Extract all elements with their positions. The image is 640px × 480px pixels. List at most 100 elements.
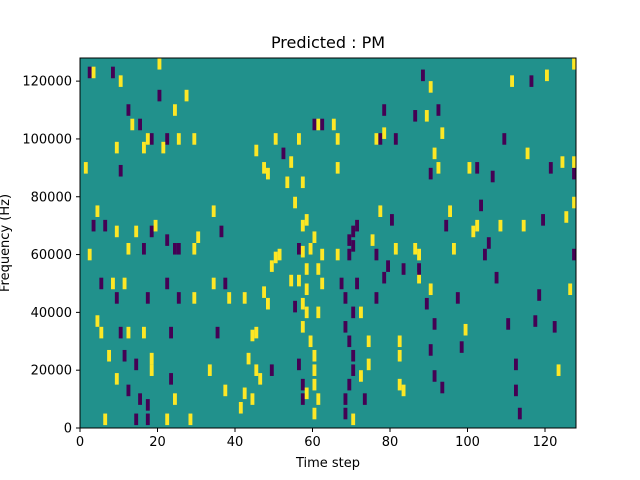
heatmap-cell-5 <box>157 89 162 102</box>
plot-background <box>80 58 576 428</box>
heatmap-cell-214 <box>517 407 522 420</box>
heatmap-cell-120 <box>281 147 286 160</box>
heatmap-cell-85 <box>266 297 270 310</box>
heatmap-cell-110 <box>297 243 301 255</box>
heatmap-cell-197 <box>459 341 464 353</box>
heatmap-cell-218 <box>533 315 538 327</box>
heatmap-cell-106 <box>304 214 309 226</box>
heatmap-cell-30 <box>211 205 216 217</box>
heatmap-cell-31 <box>219 225 224 238</box>
x-tick-label-4: 80 <box>382 435 399 450</box>
heatmap-cell-149 <box>351 306 356 319</box>
heatmap-cell-26 <box>149 225 154 238</box>
heatmap-cell-119 <box>289 156 294 168</box>
heatmap-cell-182 <box>428 344 433 356</box>
heatmap-cell-62 <box>169 373 173 385</box>
heatmap-cell-136 <box>347 248 352 261</box>
heatmap-cell-107 <box>293 196 297 209</box>
heatmap-cell-147 <box>355 219 359 232</box>
heatmap-cell-135 <box>343 292 348 304</box>
heatmap-cell-93 <box>304 306 309 319</box>
heatmap-cell-3 <box>118 75 123 87</box>
heatmap-cell-60 <box>149 352 154 365</box>
heatmap-cell-154 <box>351 413 356 426</box>
heatmap-cell-139 <box>351 225 356 238</box>
heatmap-cell-48 <box>192 292 197 304</box>
heatmap-cell-0 <box>87 66 92 79</box>
heatmap-cell-61 <box>149 364 154 376</box>
heatmap-cell-75 <box>238 401 243 414</box>
y-axis-label: Frequency (Hz) <box>0 194 13 292</box>
heatmap-cell-13 <box>145 133 150 145</box>
heatmap-cell-49 <box>223 277 228 290</box>
heatmap-cell-217 <box>529 75 534 87</box>
heatmap-cell-181 <box>428 283 433 296</box>
y-axis-ticks: 0 20000 40000 60000 80000 100000 120000 <box>22 75 80 437</box>
x-axis-ticks: 0 20 40 60 80 100 120 <box>76 428 557 450</box>
heatmap-cell-113 <box>293 300 297 313</box>
heatmap-cell-92 <box>300 297 305 310</box>
heatmap-cell-90 <box>297 274 301 287</box>
heatmap-cell-114 <box>297 358 301 371</box>
heatmap-cell-172 <box>397 378 402 391</box>
heatmap-cell-125 <box>285 176 290 189</box>
heatmap-cell-151 <box>366 358 371 371</box>
heatmap-cell-210 <box>506 318 511 330</box>
heatmap-cell-146 <box>343 407 348 420</box>
heatmap-cell-232 <box>572 58 576 70</box>
x-tick-label-2: 40 <box>227 435 244 450</box>
heatmap-cell-97 <box>312 364 317 376</box>
heatmap-cell-35 <box>192 243 197 255</box>
heatmap-cell-42 <box>211 277 216 290</box>
heatmap-cell-29 <box>196 231 201 243</box>
heatmap-cell-47 <box>176 292 181 304</box>
heatmap-cell-129 <box>320 118 325 131</box>
heatmap-cell-216 <box>525 147 530 160</box>
heatmap-cell-59 <box>134 358 139 371</box>
heatmap-cell-173 <box>401 384 406 397</box>
heatmap-cell-131 <box>335 248 340 261</box>
heatmap-cell-95 <box>308 335 313 348</box>
heatmap-cell-206 <box>490 170 495 183</box>
heatmap-cell-137 <box>351 240 356 252</box>
heatmap-cell-127 <box>312 118 317 131</box>
heatmap-cell-6 <box>126 104 131 116</box>
heatmap-cell-20 <box>118 164 123 177</box>
heatmap-cell-221 <box>545 69 549 82</box>
heatmap-cell-130 <box>331 118 336 131</box>
heatmap-cell-204 <box>483 248 487 261</box>
heatmap-cell-18 <box>161 141 166 154</box>
heatmap-cell-199 <box>467 162 472 174</box>
heatmap-cell-64 <box>126 384 131 397</box>
heatmap-cell-65 <box>138 393 142 405</box>
heatmap-cell-215 <box>521 219 526 232</box>
heatmap-cell-148 <box>355 277 359 290</box>
heatmap-cell-1 <box>91 66 96 79</box>
heatmap-cell-40 <box>122 277 127 290</box>
heatmap-cell-91 <box>304 283 309 296</box>
heatmap-cell-183 <box>432 318 437 330</box>
heatmap-cell-70 <box>145 413 150 426</box>
heatmap-cell-37 <box>173 243 177 255</box>
heatmap-cell-72 <box>188 413 193 426</box>
heatmap-cell-66 <box>145 399 150 411</box>
heatmap-cell-152 <box>366 335 371 348</box>
heatmap-cell-38 <box>99 277 104 290</box>
heatmap-cell-33 <box>142 243 146 255</box>
heatmap-cell-168 <box>393 243 398 255</box>
heatmap-cell-81 <box>246 352 251 365</box>
heatmap-cell-46 <box>145 292 150 304</box>
x-tick-label-0: 0 <box>76 435 84 450</box>
heatmap-cell-50 <box>95 315 100 327</box>
heatmap-cell-98 <box>312 378 317 391</box>
heatmap-cell-10 <box>138 118 142 131</box>
heatmap-cell-171 <box>397 349 402 362</box>
heatmap-cell-202 <box>475 162 480 174</box>
heatmap-cell-8 <box>184 89 189 102</box>
heatmap-cell-229 <box>572 167 576 180</box>
heatmap-cell-76 <box>242 387 247 400</box>
y-tick-label-5: 100000 <box>22 132 72 147</box>
heatmap-cell-89 <box>289 274 294 287</box>
heatmap-cell-56 <box>215 326 220 339</box>
y-tick-label-3: 60000 <box>31 248 72 263</box>
